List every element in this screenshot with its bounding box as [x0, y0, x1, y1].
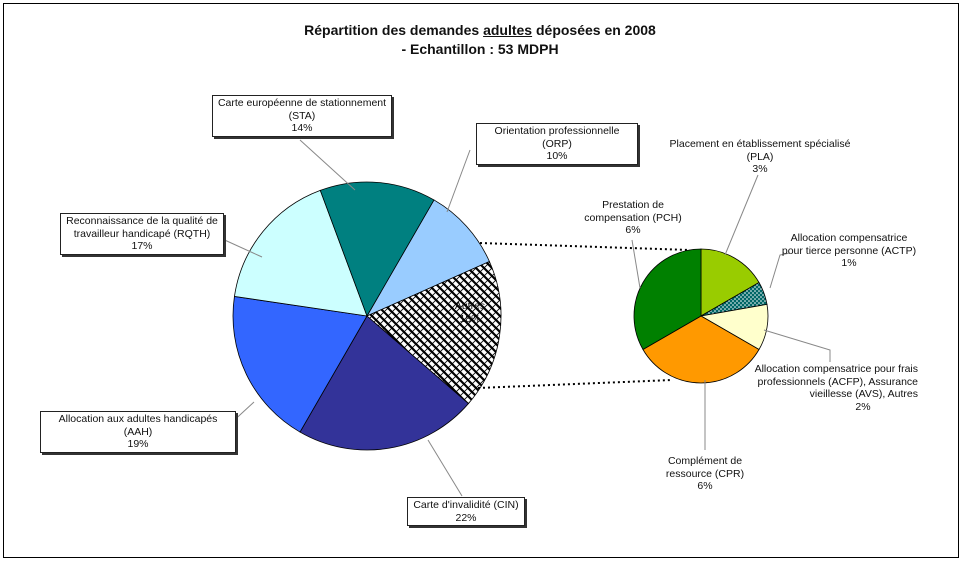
- label-percent: 6%: [625, 224, 641, 236]
- secondary-pie: [633, 248, 769, 384]
- pie-slice-carte-d-invalidite-cin: [299, 315, 470, 451]
- label-percent: 3%: [752, 163, 768, 175]
- label-text: Prestation de: [602, 199, 664, 211]
- label-text: Reconnaissance de la qualité de: [66, 215, 218, 227]
- label-text: professionnels (ACFP), Assurance: [757, 375, 918, 388]
- pie-slice-placement-en-etablissement-specialise-pl: [700, 248, 760, 317]
- pie-slice-allocation-aux-adultes-handicapes-aah: [232, 295, 368, 433]
- label-percent: 19%: [127, 438, 149, 450]
- label-rqth: Reconnaissance de la qualité de travaill…: [60, 213, 224, 255]
- leader-line-rqth: [217, 236, 263, 258]
- label-cpr: Complément de ressource (CPR) 6%: [655, 455, 755, 493]
- pie-slice-complement-de-ressource-cpr: [642, 315, 760, 384]
- pie-slice-reconnaissance-de-la-qualite-de-travaill: [233, 189, 368, 317]
- leader-line-pla: [724, 174, 759, 256]
- label-text: Complément de: [667, 455, 743, 467]
- leader-line-actp: [769, 252, 791, 289]
- label-aah: Allocation aux adultes handicapés (AAH) …: [40, 411, 236, 453]
- leader-line-acfp: [763, 329, 831, 362]
- pie-link-bottom: [477, 379, 673, 389]
- label-autres: Autres 18%: [440, 300, 500, 325]
- label-text: (PLA): [746, 150, 774, 163]
- label-percent: 2%: [855, 400, 871, 413]
- label-pch: Prestation de compensation (PCH) 6%: [578, 199, 688, 237]
- label-text: vieillesse (AVS), Autres: [809, 388, 918, 400]
- pie-link-top: [479, 242, 691, 251]
- label-percent: 17%: [131, 240, 153, 252]
- chart-subtitle: - Echantillon : 53 MDPH: [401, 41, 559, 57]
- label-actp: Allocation compensatrice pour tierce per…: [774, 232, 924, 270]
- pie-slice-autres: [366, 260, 502, 405]
- label-text: Autres: [454, 300, 486, 312]
- label-percent: 10%: [546, 150, 568, 162]
- main-pie: [232, 181, 502, 451]
- label-percent: 18%: [459, 312, 481, 325]
- label-cin: Carte d'invalidité (CIN) 22%: [407, 497, 525, 526]
- leader-line-sta: [299, 139, 356, 191]
- leader-line-pch: [631, 239, 641, 289]
- leader-line-orp: [446, 149, 471, 213]
- title-part: déposées en 2008: [532, 22, 656, 38]
- label-acfp: Allocation compensatrice pour frais prof…: [748, 363, 918, 413]
- label-text: pour tierce personne (ACTP): [781, 244, 917, 257]
- label-text: Allocation compensatrice pour frais: [754, 363, 918, 375]
- label-text: travailleur handicapé (RQTH): [73, 227, 211, 240]
- label-text: Allocation aux adultes handicapés (AAH): [58, 413, 218, 438]
- pie-slice-carte-europeenne-de-stationnement-sta: [319, 181, 435, 317]
- label-text: Carte d'invalidité (CIN): [413, 499, 519, 511]
- label-text: Orientation professionnelle (ORP): [494, 125, 620, 150]
- label-text: compensation (PCH): [584, 211, 682, 224]
- label-text: (STA): [288, 109, 316, 122]
- leader-line-cin: [427, 439, 463, 497]
- label-text: ressource (CPR): [665, 467, 745, 480]
- label-text: Carte européenne de stationnement: [217, 97, 387, 109]
- label-text: Allocation compensatrice: [790, 232, 908, 244]
- pie-slice-orientation-professionnelle-orp: [366, 199, 490, 317]
- label-pla: Placement en établissement spécialisé (P…: [665, 138, 855, 176]
- title-underlined: adultes: [483, 22, 533, 38]
- label-percent: 6%: [697, 480, 713, 492]
- label-percent: 22%: [455, 511, 477, 524]
- label-percent: 14%: [291, 122, 313, 134]
- title-part: Répartition des demandes: [304, 22, 484, 38]
- chart-title: Répartition des demandes adultes déposée…: [180, 21, 780, 59]
- label-text: Placement en établissement spécialisé: [669, 138, 851, 150]
- label-percent: 1%: [841, 257, 857, 269]
- label-sta: Carte européenne de stationnement (STA) …: [212, 95, 392, 137]
- label-orp: Orientation professionnelle (ORP) 10%: [476, 123, 638, 165]
